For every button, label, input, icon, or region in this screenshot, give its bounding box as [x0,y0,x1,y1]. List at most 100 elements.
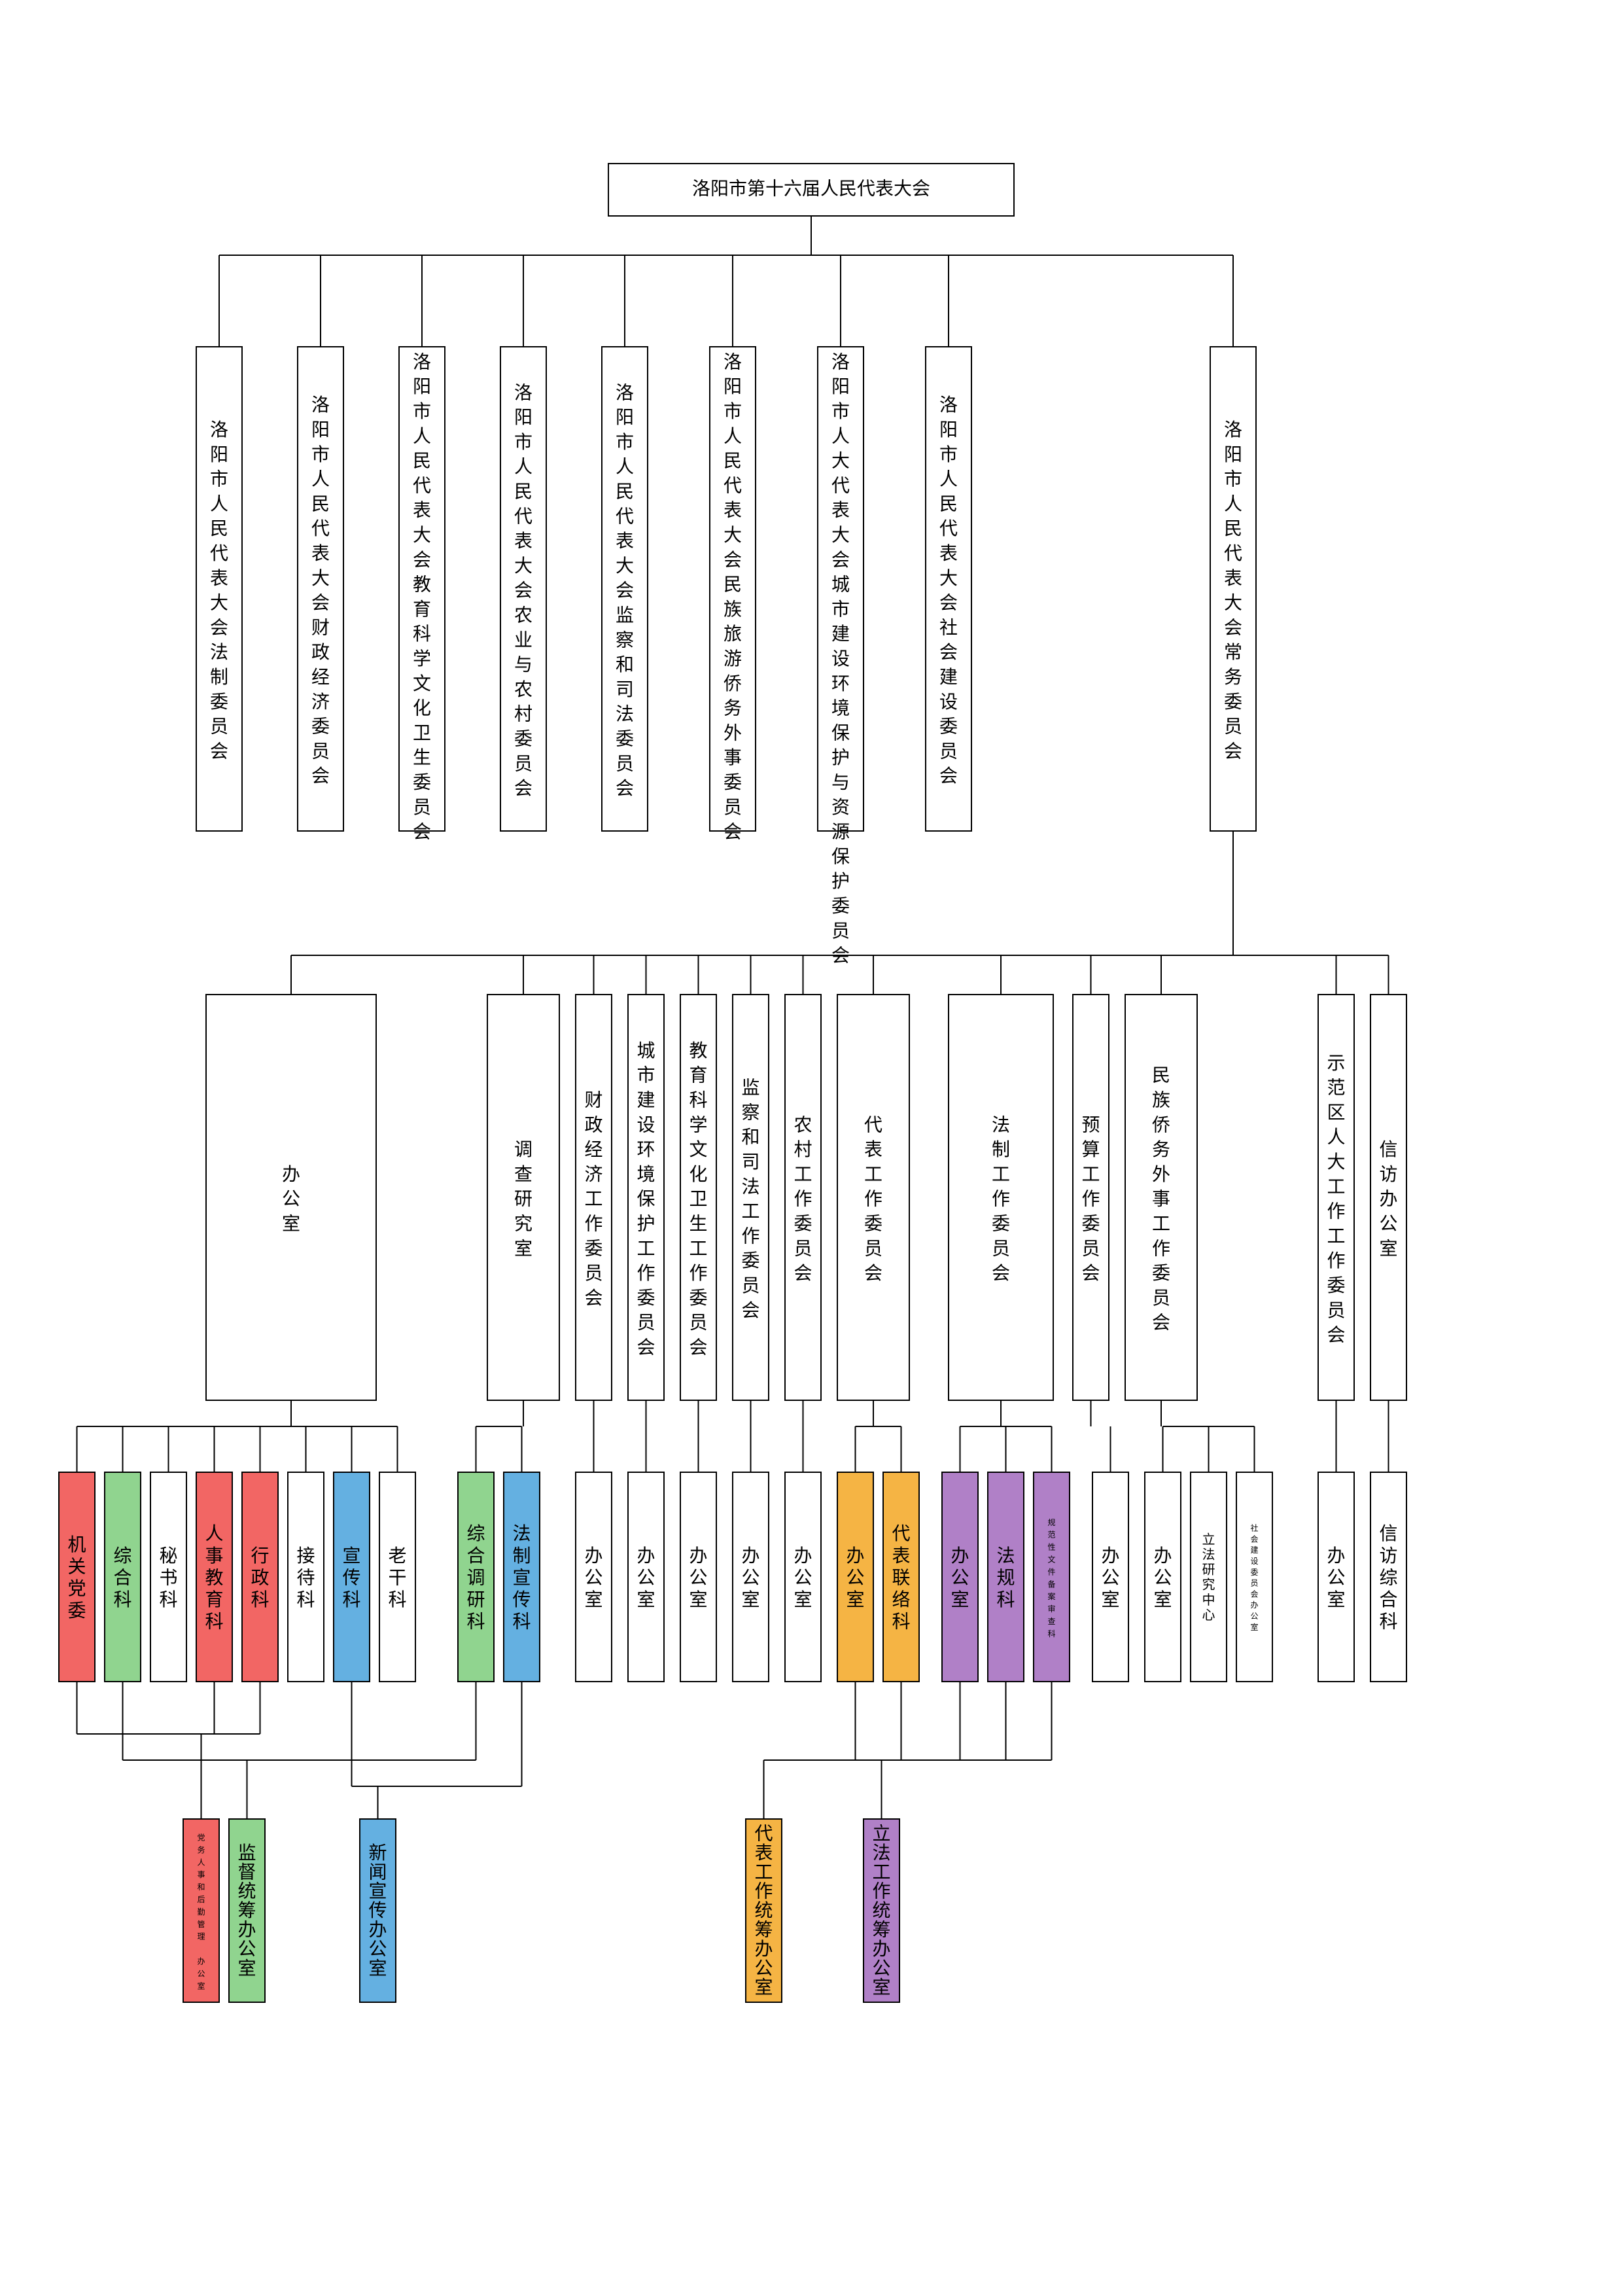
svg-text:合: 合 [113,1567,131,1587]
svg-text:设: 设 [831,648,850,669]
vlabel: 接待科 [296,1545,315,1610]
vlabel: 预算工作委员会 [1081,1114,1100,1283]
svg-text:大: 大 [831,451,850,471]
svg-text:表: 表 [1224,568,1242,588]
vlabel: 信访综合科 [1379,1523,1397,1631]
svg-text:作: 作 [637,1263,655,1283]
vlabel: 监督统筹办公室 [237,1843,256,1978]
vlabel: 办公室 [282,1164,300,1234]
svg-text:会: 会 [939,766,958,786]
svg-text:监: 监 [237,1843,256,1863]
svg-text:委: 委 [724,772,742,792]
svg-text:员: 员 [413,797,431,817]
svg-text:表: 表 [413,500,431,520]
svg-text:干: 干 [388,1567,406,1587]
svg-text:公: 公 [1327,1567,1345,1587]
svg-text:察: 察 [741,1102,759,1122]
svg-text:和: 和 [616,654,634,675]
svg-text:机: 机 [67,1534,86,1555]
svg-text:制: 制 [512,1545,531,1566]
svg-text:阳: 阳 [616,407,634,427]
svg-text:工: 工 [754,1862,773,1882]
svg-text:委: 委 [584,1238,602,1258]
svg-text:会: 会 [413,822,431,842]
svg-text:游: 游 [724,648,742,669]
svg-text:工: 工 [1327,1226,1345,1246]
svg-text:作: 作 [872,1881,890,1901]
svg-text:洛: 洛 [311,395,330,415]
level3-box [733,995,769,1400]
svg-text:族: 族 [724,599,742,619]
svg-text:工: 工 [1152,1214,1170,1234]
svg-text:文: 文 [413,673,431,694]
svg-text:委: 委 [1327,1275,1345,1296]
svg-text:学: 学 [413,648,431,669]
svg-text:环: 环 [831,673,850,694]
svg-text:资: 资 [831,797,850,817]
svg-text:办: 办 [754,1939,773,1959]
svg-text:制: 制 [210,667,228,687]
svg-text:法: 法 [741,1176,759,1197]
svg-text:员: 员 [1081,1238,1100,1258]
svg-text:管: 管 [197,1919,205,1929]
vlabel: 新闻宣传办公室 [368,1843,387,1978]
svg-text:代: 代 [724,475,742,495]
svg-text:农: 农 [794,1114,812,1135]
svg-text:育: 育 [205,1589,223,1610]
svg-text:科: 科 [689,1090,707,1110]
vlabel: 法规科 [996,1545,1015,1610]
svg-text:统: 统 [237,1881,256,1901]
svg-text:市: 市 [210,469,228,489]
svg-text:书: 书 [159,1567,177,1587]
svg-text:代: 代 [939,518,958,539]
svg-text:信: 信 [1379,1139,1397,1159]
vlabel: 人事教育科 [205,1523,223,1631]
svg-text:会: 会 [637,1337,655,1358]
svg-text:生: 生 [413,747,431,768]
svg-text:务: 务 [724,698,742,718]
svg-text:人: 人 [939,469,958,489]
svg-text:阳: 阳 [413,376,431,397]
svg-text:代: 代 [892,1523,910,1544]
svg-text:公: 公 [846,1567,864,1587]
svg-text:大: 大 [831,525,850,545]
svg-text:员: 员 [637,1313,655,1333]
svg-text:办: 办 [872,1939,890,1959]
svg-text:洛: 洛 [939,395,958,415]
vlabel: 法制工作委员会 [992,1114,1010,1283]
svg-text:侨: 侨 [724,673,742,694]
vlabel: 调查研究室 [514,1139,532,1258]
svg-text:究: 究 [514,1214,532,1234]
vlabel: 办公室 [637,1545,655,1610]
svg-text:传: 传 [512,1589,531,1610]
svg-text:公: 公 [951,1567,969,1587]
vlabel: 法制宣传科 [512,1523,531,1631]
svg-text:化: 化 [413,698,431,718]
svg-text:民: 民 [1152,1065,1170,1086]
svg-text:阳: 阳 [311,419,330,440]
svg-text:办: 办 [741,1545,759,1566]
svg-text:护: 护 [637,1214,655,1234]
svg-text:筹: 筹 [872,1920,890,1940]
svg-text:外: 外 [724,722,742,743]
svg-text:事: 事 [197,1870,205,1879]
vlabel: 民族侨务外事工作委员会 [1152,1065,1170,1333]
svg-text:和: 和 [741,1127,759,1147]
svg-text:筹: 筹 [237,1900,256,1920]
level4-box [1236,1472,1272,1682]
svg-text:会: 会 [689,1337,707,1358]
svg-text:行: 行 [251,1545,269,1566]
svg-text:制: 制 [992,1139,1010,1159]
vlabel: 秘书科 [159,1545,177,1610]
svg-text:大: 大 [1327,1152,1345,1172]
svg-text:市: 市 [413,401,431,421]
svg-text:统: 统 [872,1900,890,1920]
svg-text:员: 员 [794,1238,812,1258]
svg-text:监: 监 [741,1078,759,1098]
svg-text:件: 件 [1047,1567,1055,1576]
svg-text:察: 察 [616,629,634,650]
svg-text:工: 工 [584,1189,602,1209]
svg-text:常: 常 [1224,642,1242,662]
svg-text:查: 查 [1047,1617,1055,1626]
svg-text:究: 究 [1202,1578,1215,1593]
